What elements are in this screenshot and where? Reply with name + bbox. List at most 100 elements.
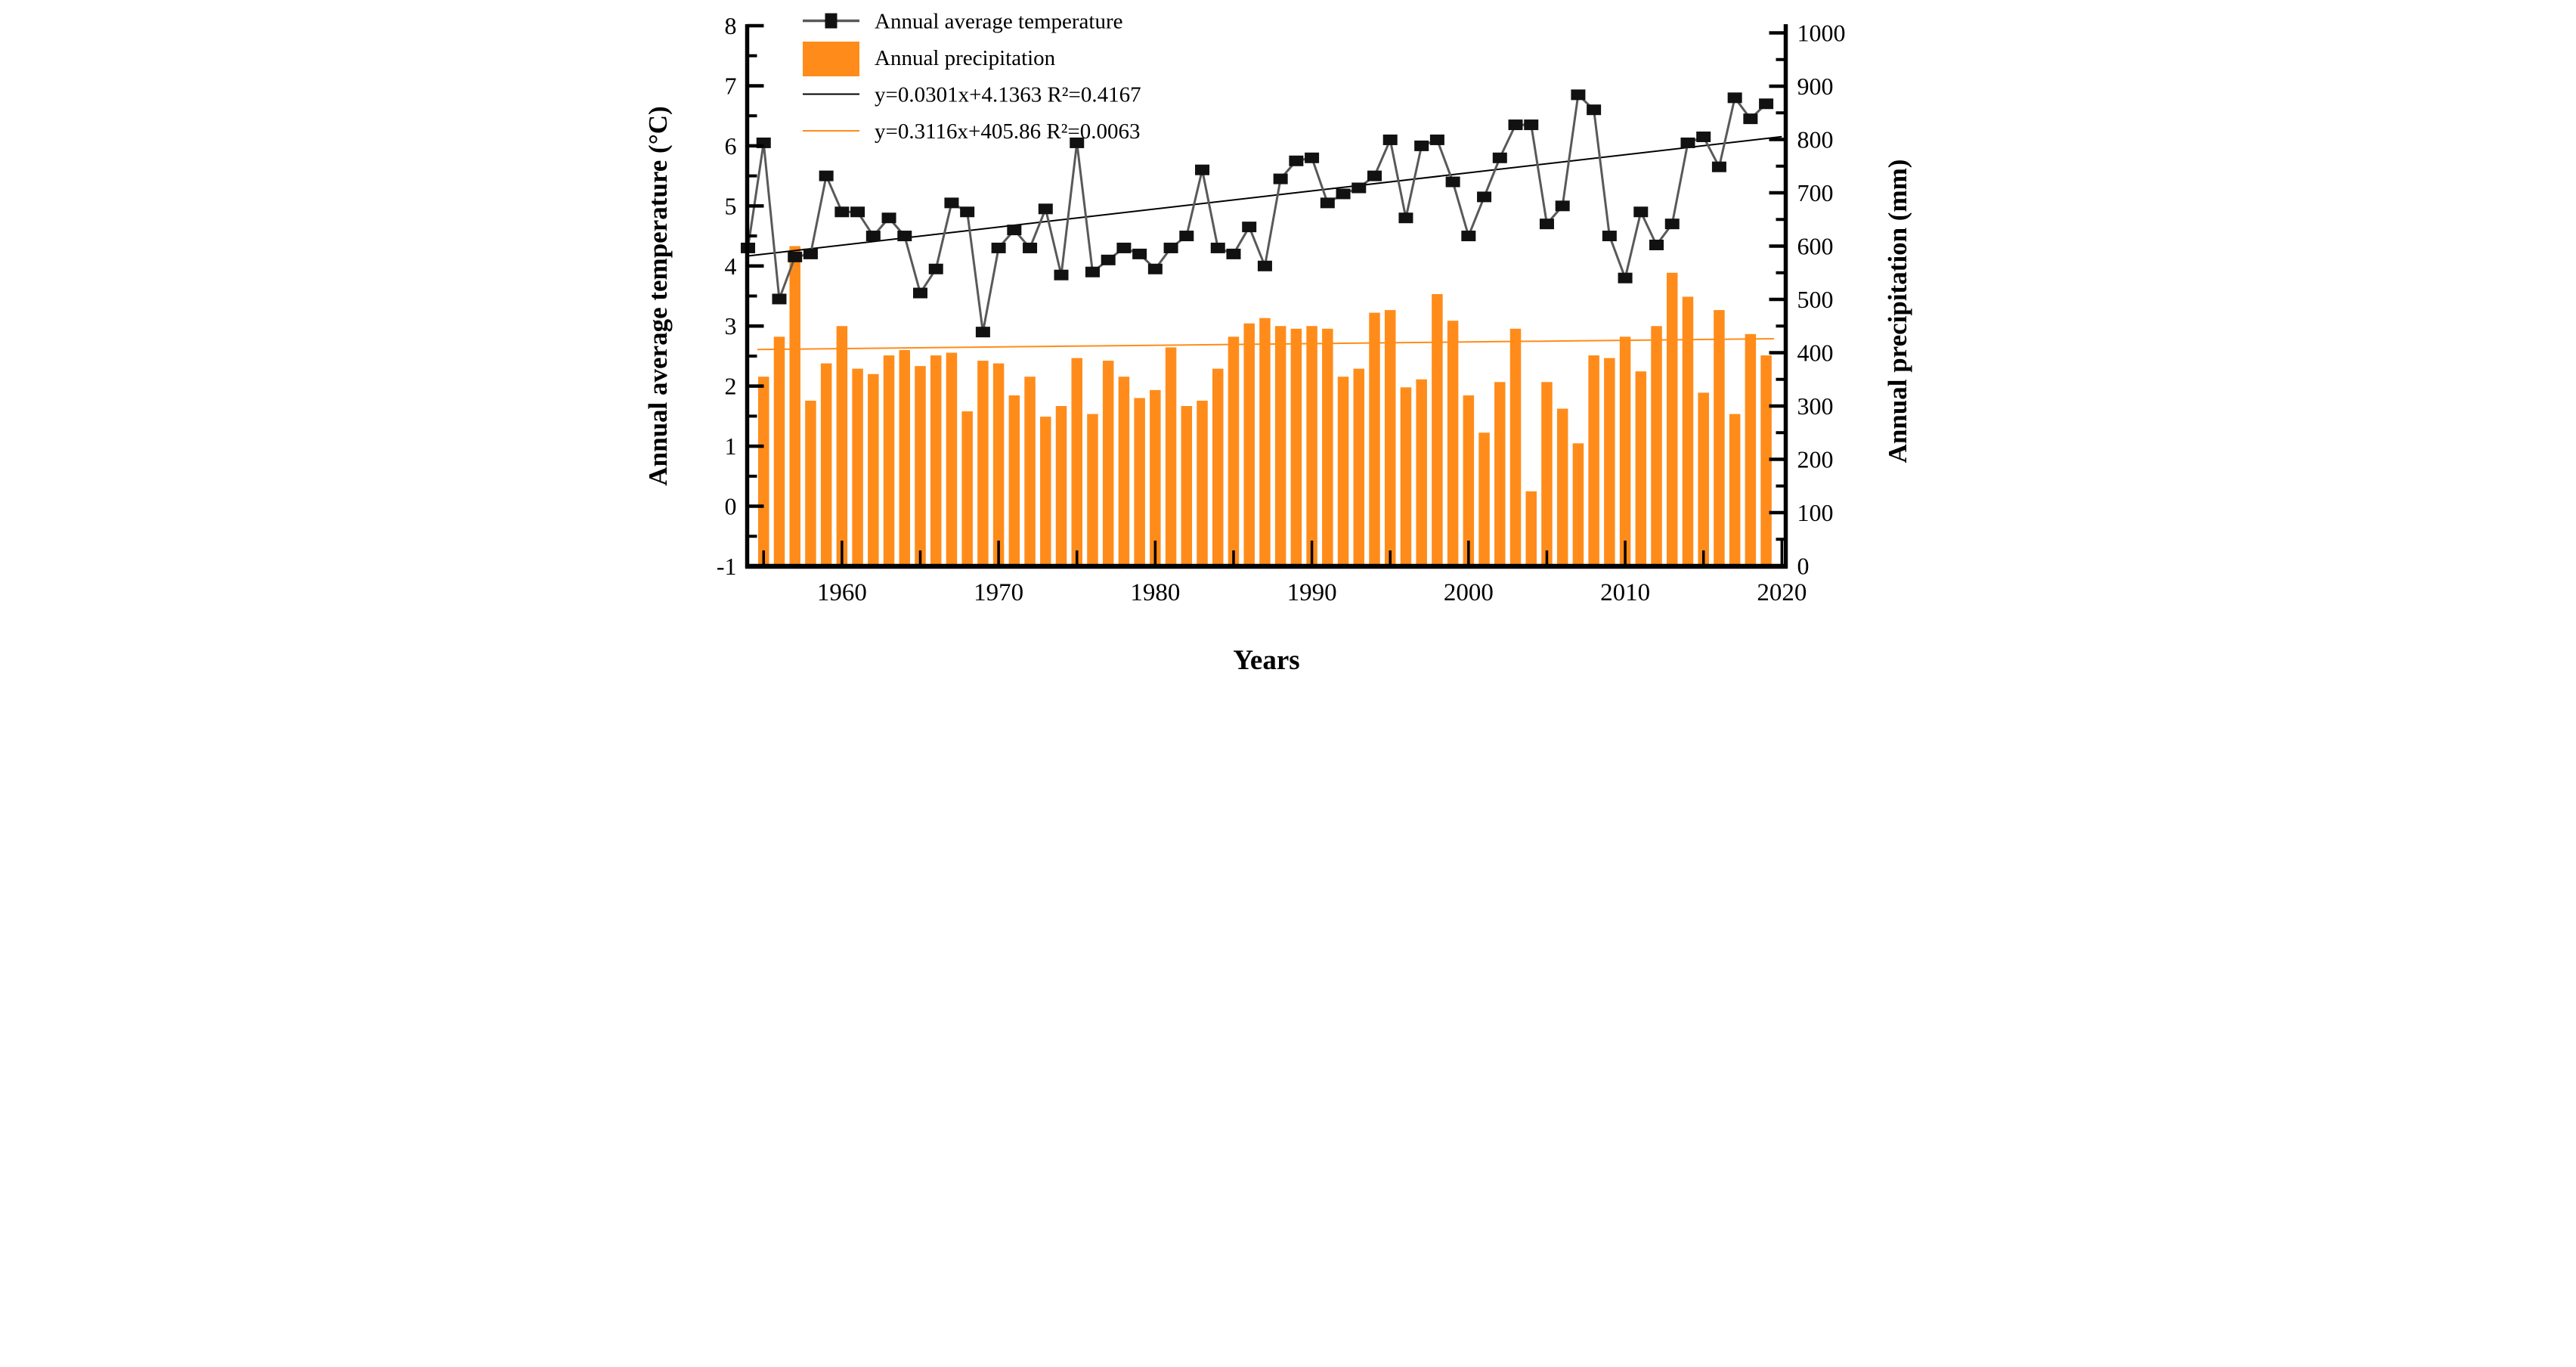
precipitation-bar-1989 [1290,328,1302,566]
temperature-marker-2012 [1649,239,1664,250]
precipitation-bar-2005 [1541,382,1553,566]
right-tick-label-100: 100 [1797,499,1834,526]
left-tick-label-0: 0 [725,493,737,520]
precipitation-bar-1959 [820,363,832,566]
left-tick-label-3: 3 [725,312,737,339]
precipitation-bar-1985 [1228,336,1240,566]
temperature-marker-1973 [1038,203,1053,215]
left-tick-label-4: 4 [725,253,737,280]
precipitation-bar-2019 [1760,355,1772,566]
temperature-marker-1971 [1007,225,1022,236]
precipitation-bar-1970 [992,363,1005,566]
temperature-marker-1969 [975,327,990,338]
precipitation-bar-1961 [852,368,863,566]
right-tick-label-1000: 1000 [1797,20,1846,47]
precipitation-bar-2001 [1478,432,1490,566]
precipitation-bar-1996 [1400,387,1412,566]
temperature-marker-1967 [944,197,959,209]
temperature-marker-1995 [1382,134,1398,145]
precipitation-bar-1972 [1024,377,1036,566]
precipitation-bar-1960 [836,326,848,566]
temperature-marker-2011 [1633,206,1649,218]
precipitation-bar-1999 [1447,321,1459,566]
left-axis-title: Annual average temperature (°C) [644,106,673,485]
precipitation-bar-1956 [773,336,785,566]
temperature-marker-1957 [788,251,803,262]
precipitation-bar-1995 [1384,310,1396,566]
temperature-line [747,92,1767,333]
temperature-marker-1975 [1070,137,1085,148]
precipitation-bar-1997 [1416,379,1427,566]
temperature-marker-2000 [1461,231,1476,242]
precipitation-bar-1992 [1337,377,1349,566]
precipitation-bar-2002 [1494,382,1506,566]
temperature-marker-1962 [865,231,881,242]
temperature-marker-1972 [1023,242,1038,253]
precipitation-bar-1976 [1087,414,1098,566]
x-tick-label-1990: 1990 [1287,579,1337,606]
temperature-marker-2014 [1680,137,1695,148]
temperature-marker-1968 [960,206,975,218]
left-tick-label-8: 8 [725,12,737,39]
precipitation-bar-1969 [977,361,989,566]
left-tick-label-6: 6 [725,132,737,160]
precipitation-bar-1957 [789,246,800,566]
precipitation-bar-1974 [1055,406,1067,566]
temperature-marker-1986 [1242,222,1257,233]
legend-label-0: Annual average temperature [875,10,1123,34]
precipitation-bar-1991 [1322,328,1333,566]
temperature-marker-1996 [1398,212,1413,224]
temperature-marker-1978 [1116,242,1132,253]
climate-chart-figure: 8 7 6 5 4 3 2 1 0 -1 1000 900 800 700 600 500 400 300 200 1… [644,0,1932,684]
temperature-marker-1974 [1054,269,1069,281]
temperature-marker-2018 [1743,113,1758,125]
temperature-marker-1982 [1179,231,1194,242]
right-tick-label-0: 0 [1797,553,1810,580]
temperature-marker-1965 [913,287,927,299]
precipitation-bar-2008 [1588,355,1599,566]
temperature-marker-2006 [1555,200,1570,212]
precipitation-bar-2009 [1604,358,1615,566]
precipitation-bar-2017 [1729,414,1741,566]
precipitation-bar-2000 [1463,395,1475,566]
temperature-marker-1959 [819,170,834,181]
temperature-marker-1992 [1336,188,1351,200]
temperature-marker-1966 [928,263,943,274]
left-tick-label--1: -1 [717,553,737,580]
temperature-marker-1963 [881,212,896,224]
temperature-marker-1987 [1257,260,1272,271]
temperature-marker-1985 [1226,248,1241,259]
trendline-temperature [747,135,1782,257]
precipitation-bar-2003 [1509,328,1522,566]
x-axis-title: Years [1233,645,1299,676]
temperature-marker-1991 [1320,197,1335,209]
temperature-marker-2013 [1664,219,1680,230]
x-tick-label-2000: 2000 [1444,579,1494,606]
precipitation-bar-2018 [1745,333,1757,566]
temperature-marker-1981 [1163,242,1178,253]
precipitation-bar-1962 [868,374,879,566]
temperature-marker-2019 [1759,98,1774,110]
temperature-marker-1956 [772,293,787,305]
x-tick-label-2020: 2020 [1757,579,1807,606]
precipitation-bar-2010 [1619,336,1631,566]
right-tick-label-800: 800 [1797,126,1834,153]
precipitation-bar-1964 [899,349,911,566]
precipitation-bar-2016 [1714,310,1725,566]
precipitation-bar-1965 [915,366,926,566]
precipitation-bar-1988 [1274,326,1286,566]
legend-label-2: y=0.0301x+4.1363 R²=0.4167 [875,83,1141,107]
temperature-marker-2017 [1727,92,1742,104]
precipitation-bar-1979 [1134,398,1145,566]
precipitation-bar-1993 [1353,368,1365,566]
temperature-precipitation-chart: 876543210-110009008007006005004003002001… [644,10,1912,677]
temperature-marker-1984 [1210,242,1225,253]
left-tick-label-7: 7 [725,72,737,99]
precipitation-bar-1981 [1165,347,1177,566]
x-tick-label-1970: 1970 [974,579,1023,606]
precipitation-bar-1982 [1181,406,1193,566]
temperature-marker-1983 [1195,164,1210,175]
precipitation-bar-2007 [1572,443,1584,566]
temperature-marker-2001 [1477,191,1492,203]
temperature-marker-2005 [1539,219,1554,230]
